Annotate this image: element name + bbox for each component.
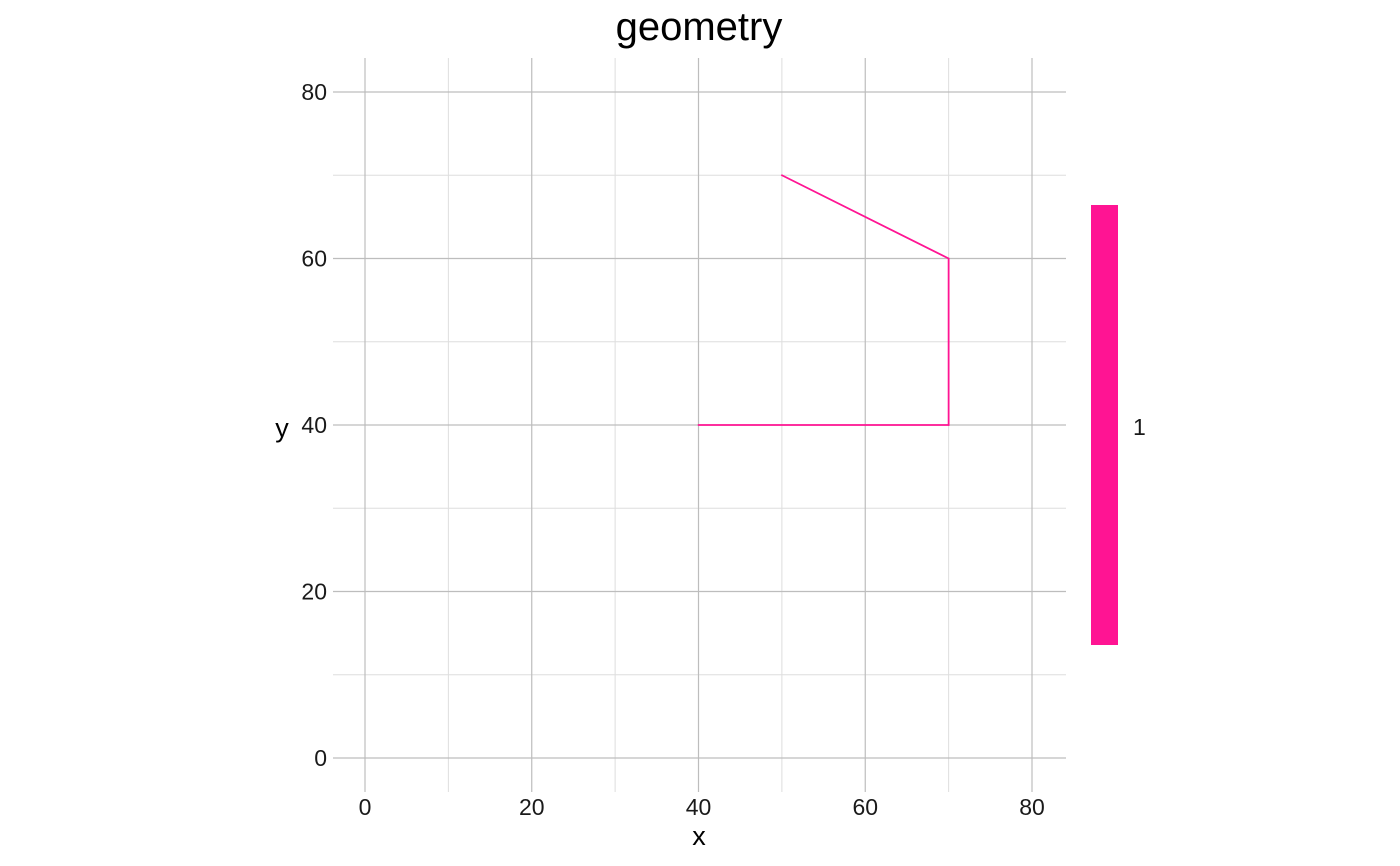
x-tick-label: 40 — [686, 794, 712, 820]
y-axis-ticks: 0 20 40 60 80 — [301, 79, 327, 771]
x-tick-label: 20 — [519, 794, 545, 820]
series-vertex — [697, 424, 700, 426]
series-vertex — [780, 174, 783, 177]
series-layer — [697, 174, 950, 426]
y-tick-label: 60 — [301, 246, 327, 272]
y-tick-label: 0 — [314, 745, 327, 771]
x-axis-ticks: 0 20 40 60 80 — [359, 794, 1045, 820]
x-tick-label: 80 — [1019, 794, 1045, 820]
series-vertex — [947, 257, 950, 260]
x-tick-label: 60 — [852, 794, 878, 820]
legend-color-bar — [1091, 205, 1118, 645]
legend: 1 — [1091, 205, 1146, 645]
x-tick-label: 0 — [359, 794, 372, 820]
legend-label: 1 — [1133, 414, 1146, 440]
y-axis-title: y — [275, 413, 289, 443]
chart-title: geometry — [616, 5, 783, 49]
series-vertex — [947, 424, 950, 426]
series-path — [698, 174, 950, 426]
y-tick-label: 80 — [301, 79, 327, 105]
y-tick-label: 20 — [301, 579, 327, 605]
x-axis-title: x — [692, 821, 706, 851]
plot-grid — [333, 58, 1066, 792]
y-tick-label: 40 — [301, 412, 327, 438]
